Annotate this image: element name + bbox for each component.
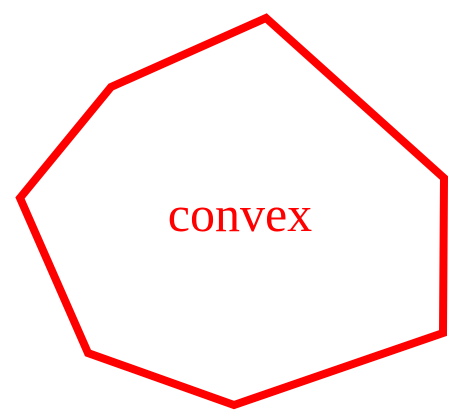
polygon-label: convex <box>168 186 312 242</box>
convex-polygon-outline <box>15 13 449 410</box>
